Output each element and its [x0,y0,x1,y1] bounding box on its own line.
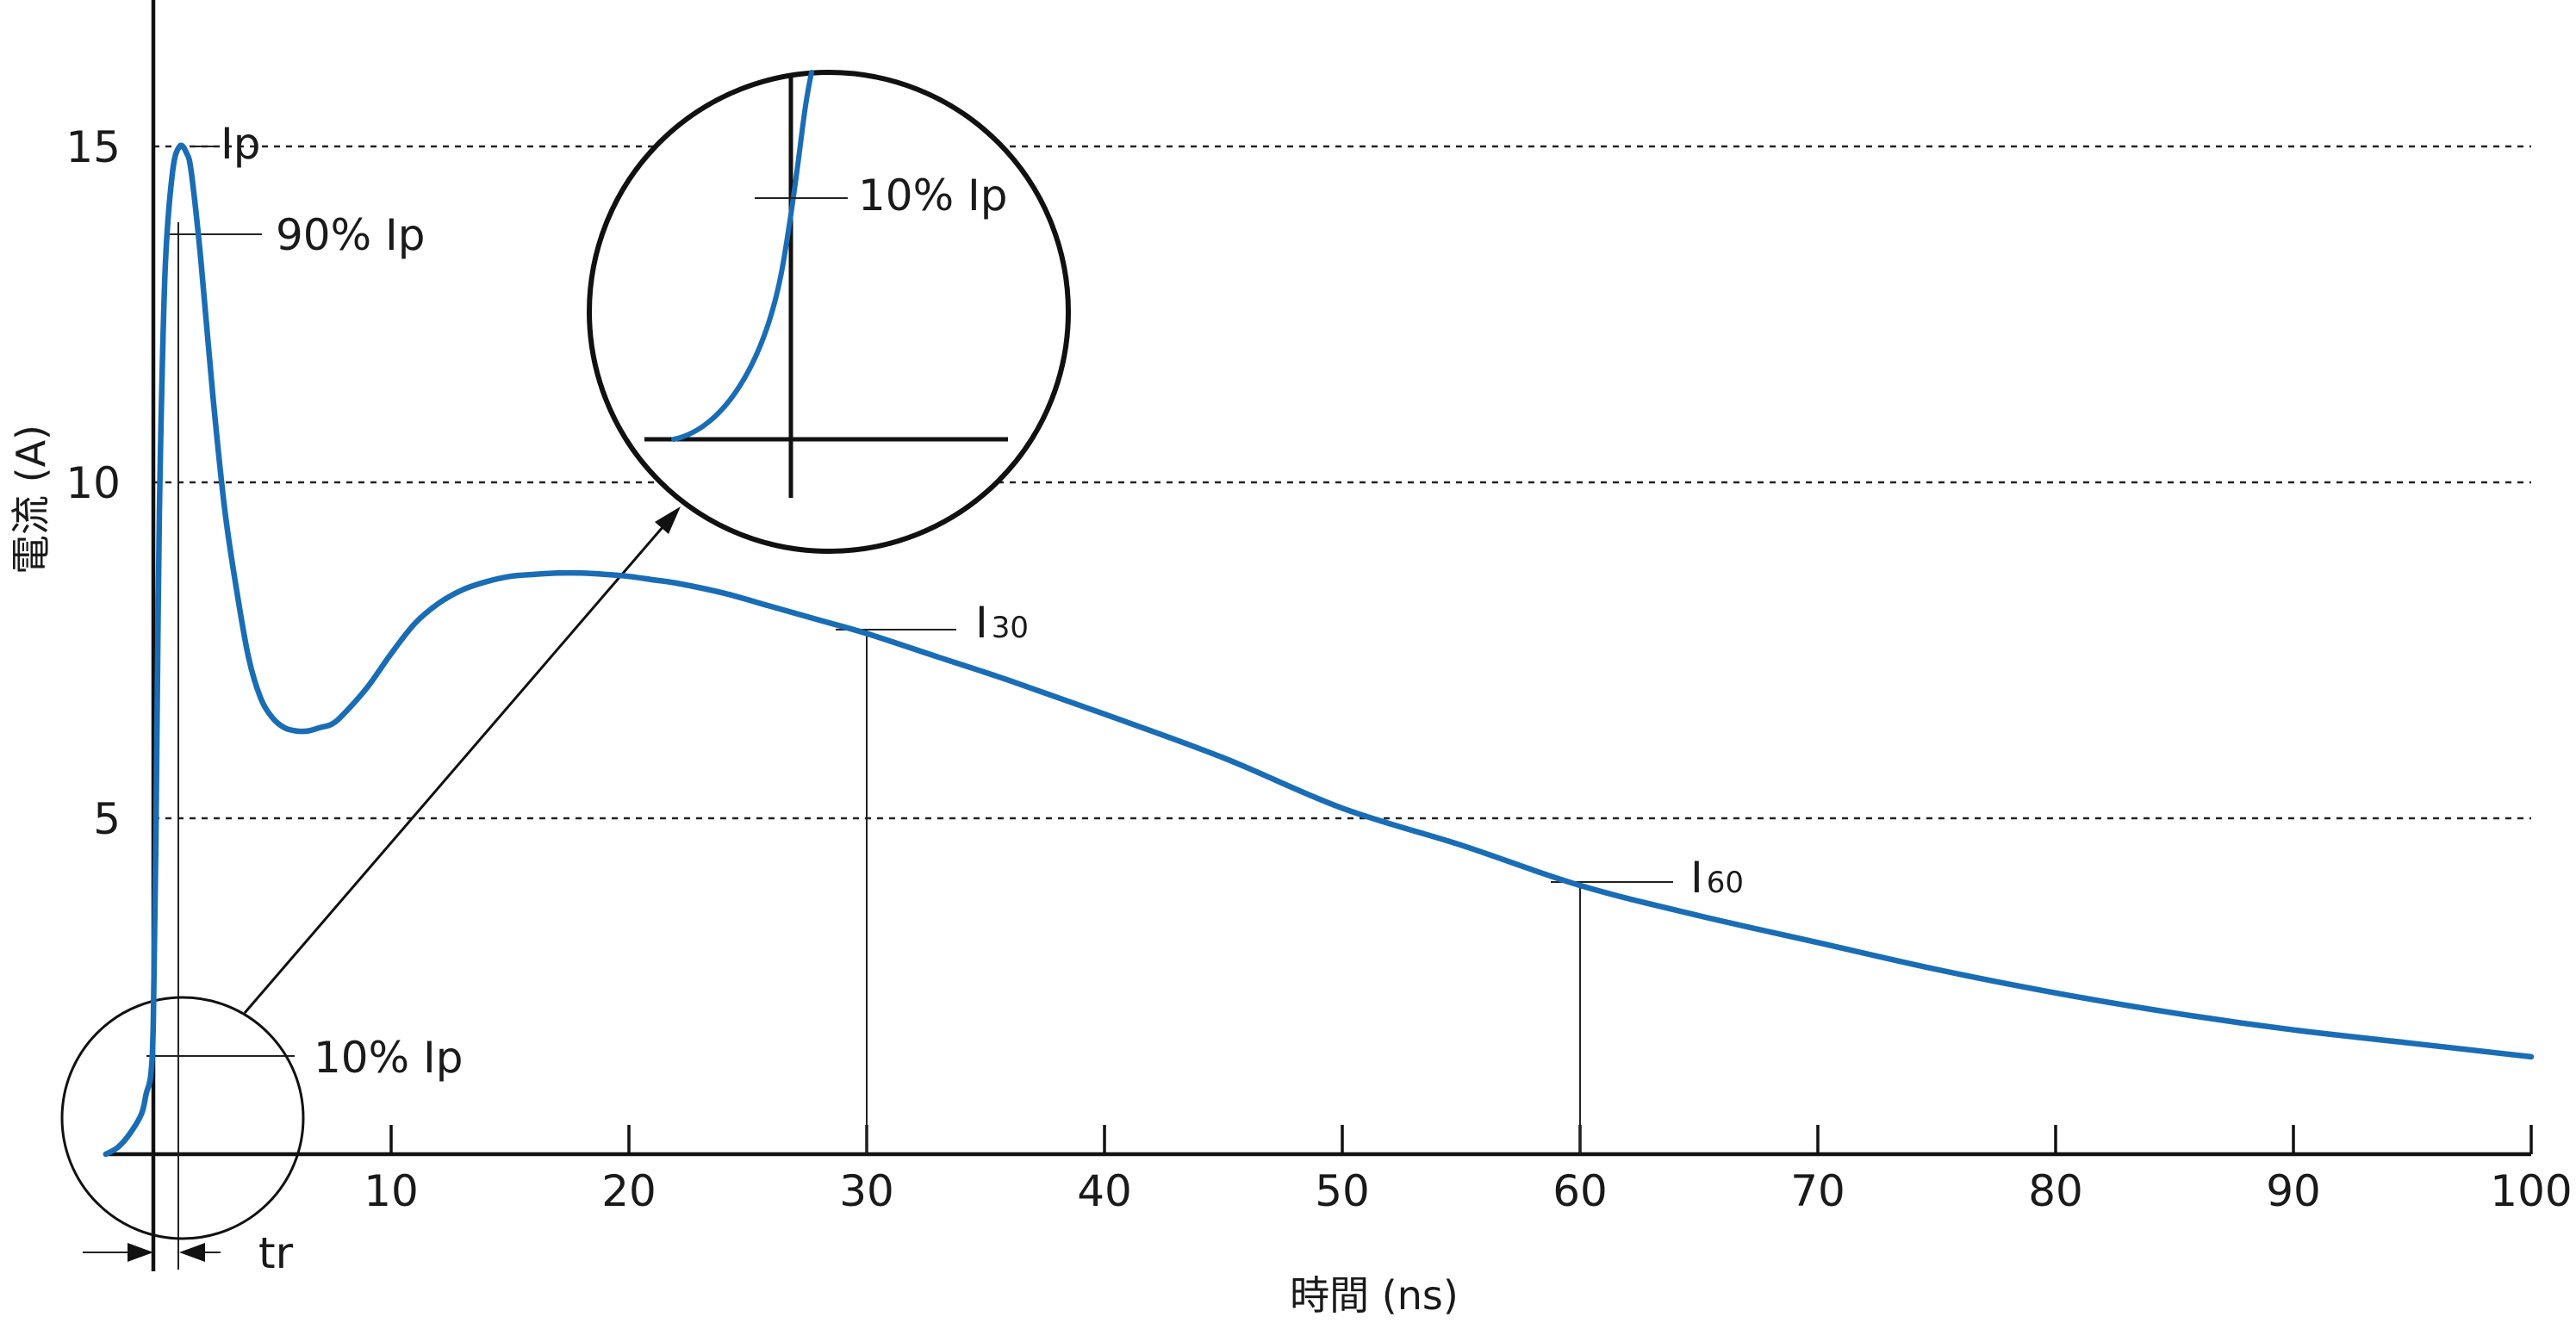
y-tick-label-15: 15 [65,122,121,172]
annotation-i60-base: I [1690,853,1703,903]
zoom-inset-curve [671,70,814,442]
annotation-i30-base: I [975,598,988,648]
x-tick-label-100: 100 [2490,1166,2572,1216]
series-line-current [103,142,2535,1158]
x-tick-label-60: 60 [1552,1166,1608,1216]
guides [60,146,1673,1270]
tr-arrow-right-head [179,1243,205,1262]
gridlines [153,145,2531,820]
annotation-i30-sub: 30 [992,611,1029,645]
x-tick-label-90: 90 [2266,1166,2321,1216]
zoom-pointer-line [243,519,670,1014]
x-axis-label: 時間 (ns) [1290,1272,1459,1319]
y-axis-label: 電流 (A) [8,425,54,575]
annotation-i30: I 30 [975,598,1029,648]
zoom-source-circle [60,996,305,1240]
annotation-90pct: 90% Ip [276,210,426,260]
x-tick-label-70: 70 [1790,1166,1845,1216]
x-tick-label-10: 10 [364,1166,419,1216]
series [103,142,2535,1158]
axes [105,0,2531,1271]
annotation-inset-10pct: 10% Ip [858,171,1008,220]
annotation-i60-sub: 60 [1707,866,1744,900]
zoom-inset [587,70,1071,554]
x-tick-label-40: 40 [1077,1166,1132,1216]
zoom-inset-circle [587,70,1071,554]
x-tick-label-50: 50 [1315,1166,1370,1216]
x-tick-label-30: 30 [839,1166,894,1216]
tr-arrow-left-head [128,1243,153,1262]
annotation-10pct: 10% Ip [314,1033,464,1083]
zoom-pointer-arrowhead [655,506,681,534]
annotation-tr: tr [258,1228,294,1278]
annotation-i60: I 60 [1690,853,1744,903]
x-tick-label-80: 80 [2028,1166,2083,1216]
x-tick-label-20: 20 [601,1166,656,1216]
annotation-ip: Ip [221,119,260,169]
y-tick-label-5: 5 [93,794,121,844]
y-tick-label-10: 10 [65,458,121,508]
ticks: 5 10 15 10 20 30 40 50 60 70 80 90 100 [65,122,2572,1216]
